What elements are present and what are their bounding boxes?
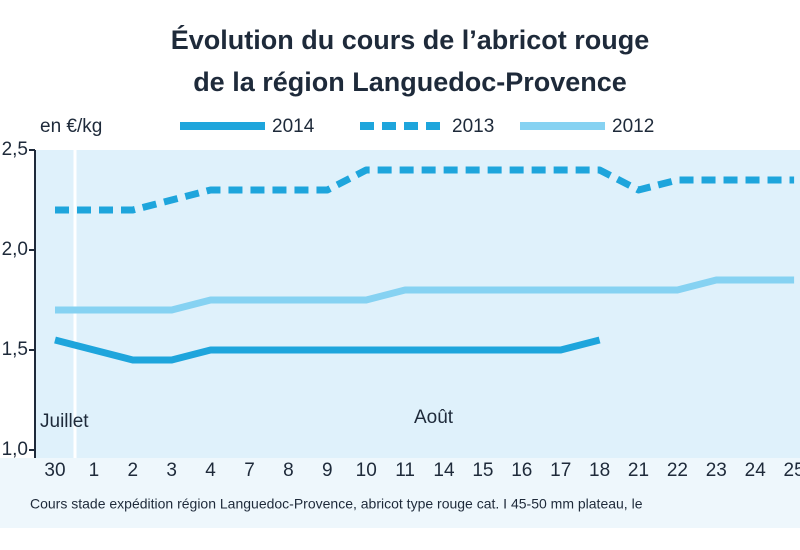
x-tick-label: 4: [205, 460, 216, 481]
y-axis-label: en €/kg: [40, 116, 102, 137]
annotation: Juillet: [40, 411, 89, 432]
x-tick-label: 24: [745, 460, 767, 481]
series-line: [54, 336, 601, 364]
x-tick-label: 9: [322, 460, 333, 481]
legend-label: 2012: [612, 116, 654, 137]
series-line: [55, 276, 795, 314]
annotation: Août: [414, 407, 454, 428]
x-tick-label: 10: [356, 460, 377, 481]
x-tick-label: 2: [128, 460, 139, 481]
y-tick-label: 2,5: [2, 139, 28, 160]
legend-label: 2013: [452, 116, 494, 137]
footnote: Cours stade expédition région Languedoc-…: [30, 496, 643, 512]
y-tick-label: 2,0: [2, 239, 28, 260]
x-tick-label: 18: [589, 460, 610, 481]
x-tick-label: 8: [283, 460, 294, 481]
y-tick-label: 1,0: [2, 439, 28, 460]
legend-label: 2014: [272, 116, 315, 137]
y-tick-label: 1,5: [2, 339, 28, 360]
x-tick-label: 3: [166, 460, 177, 481]
x-tick-label: 23: [706, 460, 727, 481]
x-tick-label: 16: [511, 460, 532, 481]
chart-title: de la région Languedoc-Provence: [193, 67, 627, 97]
x-tick-label: 21: [628, 460, 649, 481]
x-tick-label: 17: [550, 460, 571, 481]
series-line: [55, 166, 795, 214]
x-tick-label: 11: [395, 460, 415, 481]
chart-title: Évolution du cours de l’abricot rouge: [171, 24, 650, 55]
x-tick-label: 22: [667, 460, 688, 481]
axis-strip: [0, 458, 800, 528]
x-tick-label: 25: [784, 460, 800, 481]
x-tick-label: 14: [433, 460, 455, 481]
plot-area: [35, 150, 800, 458]
x-tick-label: 7: [244, 460, 255, 481]
x-tick-label: 30: [44, 460, 65, 481]
x-tick-label: 15: [472, 460, 493, 481]
x-tick-label: 1: [89, 460, 100, 481]
